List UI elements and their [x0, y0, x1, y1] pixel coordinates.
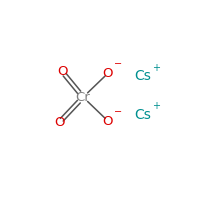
Text: O: O [103, 115, 113, 128]
Text: +: + [152, 101, 160, 111]
Text: O: O [54, 116, 64, 129]
Text: +: + [152, 63, 160, 73]
Text: Cs: Cs [134, 69, 151, 83]
Text: Cs: Cs [134, 108, 151, 122]
Text: −: − [114, 59, 122, 69]
Text: O: O [57, 65, 67, 78]
Text: Cr: Cr [76, 91, 90, 104]
Text: −: − [114, 107, 122, 117]
Text: O: O [103, 67, 113, 80]
